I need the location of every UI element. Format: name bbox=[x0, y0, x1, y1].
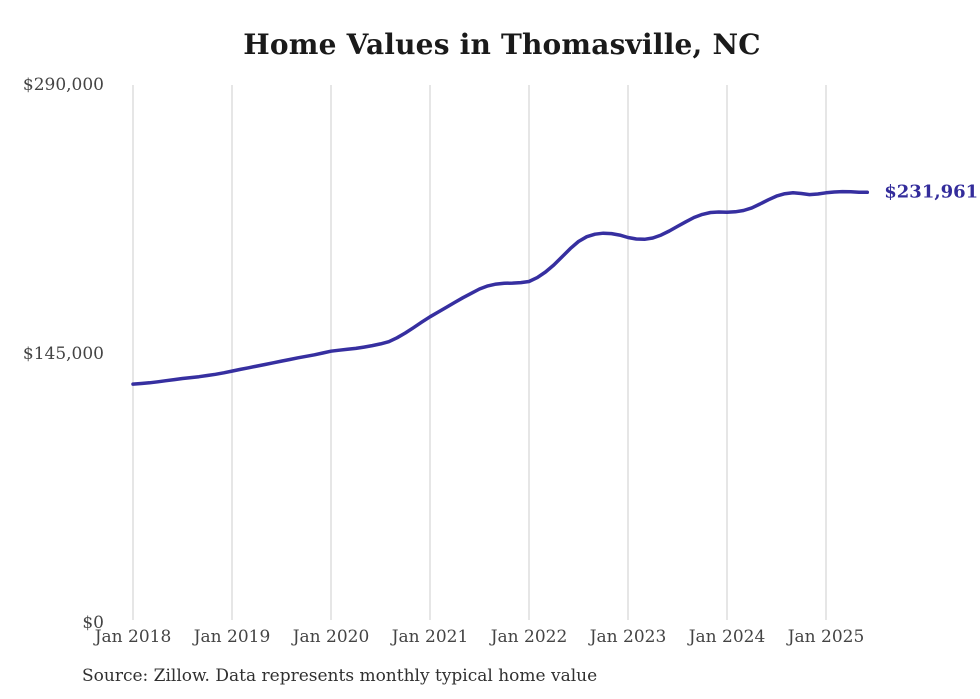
chart-title: Home Values in Thomasville, NC bbox=[243, 28, 761, 61]
x-axis-label: Jan 2024 bbox=[688, 627, 766, 647]
x-axis-label: Jan 2018 bbox=[94, 627, 172, 647]
x-axis-label: Jan 2023 bbox=[589, 627, 667, 647]
y-axis-label-0: $0 bbox=[82, 613, 104, 633]
home-value-line bbox=[131, 189, 870, 386]
x-axis-label: Jan 2025 bbox=[787, 627, 865, 647]
x-axis-label: Jan 2019 bbox=[193, 627, 271, 647]
x-axis-label: Jan 2021 bbox=[391, 627, 469, 647]
y-axis-label-145000: $145,000 bbox=[22, 344, 104, 364]
x-axis-label: Jan 2020 bbox=[292, 627, 370, 647]
x-axis-label: Jan 2022 bbox=[490, 627, 568, 647]
latest-value-label: $231,961 bbox=[884, 181, 979, 203]
source-note: Source: Zillow. Data represents monthly … bbox=[82, 666, 598, 686]
y-axis-label-290000: $290,000 bbox=[22, 75, 104, 95]
